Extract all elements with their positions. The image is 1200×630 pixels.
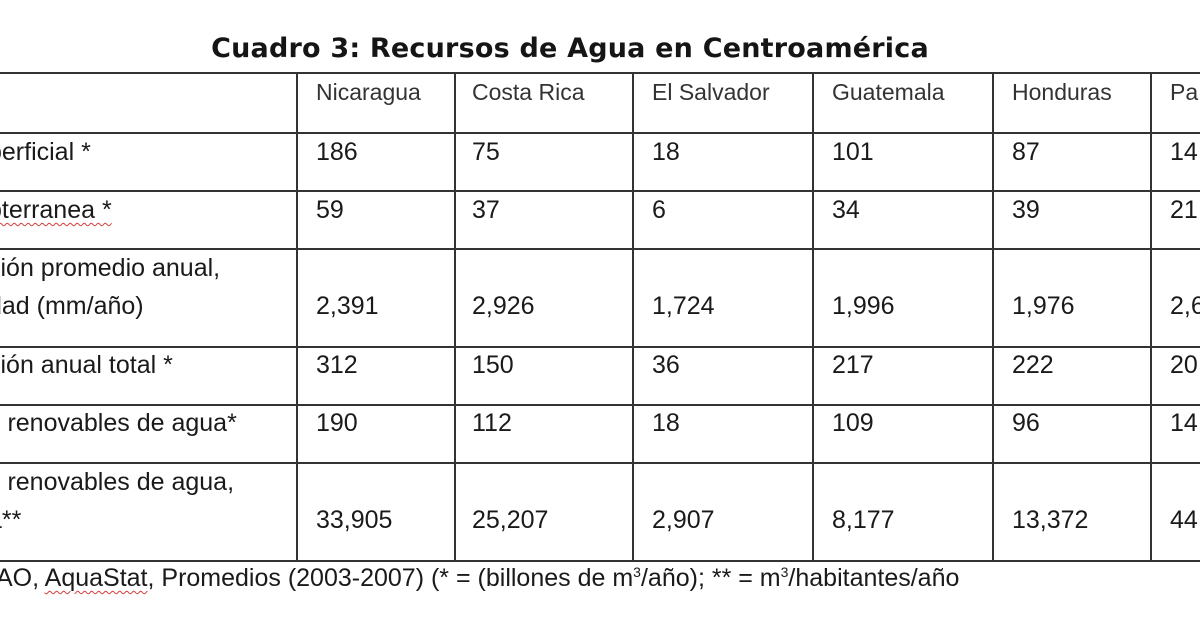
column-header-costa-rica: Costa Rica bbox=[472, 79, 585, 105]
table-cell: 186 bbox=[316, 138, 358, 166]
table-cell: 33,905 bbox=[316, 506, 393, 534]
row-divider bbox=[0, 560, 1200, 562]
column-header-honduras: Honduras bbox=[1012, 79, 1112, 105]
source-footnote: AO, AquaStat, Promedios (2003-2007) (* =… bbox=[0, 564, 959, 593]
table-cell: 1,724 bbox=[652, 292, 715, 320]
row-divider bbox=[0, 346, 1200, 348]
table-cell: 20 bbox=[1170, 351, 1198, 379]
column-divider bbox=[812, 72, 814, 562]
row-label-line-1: ción promedio anual, bbox=[0, 254, 221, 282]
column-divider bbox=[296, 72, 298, 562]
table-cell: 112 bbox=[472, 409, 512, 437]
table-cell: 18 bbox=[652, 409, 680, 437]
superscript: 3 bbox=[633, 564, 641, 580]
table-cell: 312 bbox=[316, 351, 358, 379]
water-resources-table: Nicaragua Costa Rica El Salvador Guatema… bbox=[0, 72, 1200, 562]
row-label-line-2: dad (mm/año) bbox=[0, 292, 144, 320]
row-label-line-2: a** bbox=[0, 506, 22, 534]
column-divider bbox=[454, 72, 456, 562]
row-label: bterranea * bbox=[0, 194, 112, 226]
row-divider bbox=[0, 248, 1200, 250]
footnote-text: /habitantes/año bbox=[788, 564, 960, 592]
footnote-source-name: AquaStat bbox=[44, 564, 148, 592]
column-header-guatemala: Guatemala bbox=[832, 79, 945, 105]
footnote-prefix: AO, bbox=[0, 564, 45, 592]
table-cell: 21 bbox=[1170, 196, 1198, 224]
spellcheck-underline: bterranea * bbox=[0, 196, 112, 224]
row-divider bbox=[0, 132, 1200, 134]
table-cell: 1,976 bbox=[1012, 292, 1075, 320]
table-cell: 2,907 bbox=[652, 506, 715, 534]
row-label: perficial * bbox=[0, 138, 91, 166]
footnote-text: , Promedios (2003-2007) (* = (billones d… bbox=[147, 564, 634, 592]
footnote-text: /año); ** = m bbox=[640, 564, 781, 592]
row-divider bbox=[0, 404, 1200, 406]
table-cell: 96 bbox=[1012, 409, 1040, 437]
table-cell: 222 bbox=[1012, 351, 1054, 379]
table-cell: 44 bbox=[1170, 506, 1198, 534]
table-cell: 6 bbox=[652, 196, 666, 224]
row-label-line-1: s renovables de agua, bbox=[0, 468, 235, 496]
table-cell: 36 bbox=[652, 351, 680, 379]
column-divider bbox=[632, 72, 634, 562]
column-header-el-salvador: El Salvador bbox=[652, 79, 770, 105]
column-header-nicaragua: Nicaragua bbox=[316, 79, 421, 105]
superscript: 3 bbox=[780, 564, 789, 580]
table-cell: 13,372 bbox=[1012, 506, 1089, 534]
row-label: ción anual total * bbox=[0, 351, 173, 379]
table-cell: 75 bbox=[472, 138, 500, 166]
table-cell: 1,996 bbox=[832, 292, 895, 320]
table-cell: 14 bbox=[1170, 409, 1198, 437]
table-cell: 25,207 bbox=[472, 506, 549, 534]
table-cell: 34 bbox=[832, 196, 860, 224]
table-cell: 2,6 bbox=[1170, 292, 1200, 320]
table-cell: 39 bbox=[1012, 196, 1040, 224]
column-divider bbox=[1150, 72, 1152, 562]
table-title: Cuadro 3: Recursos de Agua en Centroamér… bbox=[211, 33, 929, 64]
table-cell: 109 bbox=[832, 409, 874, 437]
row-label: s renovables de agua* bbox=[0, 409, 237, 437]
table-cell: 8,177 bbox=[832, 506, 895, 534]
table-cell: 18 bbox=[652, 138, 680, 166]
row-divider bbox=[0, 72, 1200, 74]
column-divider bbox=[992, 72, 994, 562]
table-cell: 2,926 bbox=[472, 292, 535, 320]
table-cell: 190 bbox=[316, 409, 358, 437]
table-cell: 101 bbox=[832, 138, 874, 166]
table-cell: 59 bbox=[316, 196, 344, 224]
table-cell: 150 bbox=[472, 351, 514, 379]
row-divider bbox=[0, 462, 1200, 464]
table-cell: 37 bbox=[472, 196, 500, 224]
row-divider bbox=[0, 190, 1200, 192]
table-cell: 2,391 bbox=[316, 292, 379, 320]
table-cell: 217 bbox=[832, 351, 874, 379]
table-cell: 14 bbox=[1170, 138, 1198, 166]
column-header-truncated: Pa bbox=[1170, 79, 1199, 105]
table-cell: 87 bbox=[1012, 138, 1040, 166]
